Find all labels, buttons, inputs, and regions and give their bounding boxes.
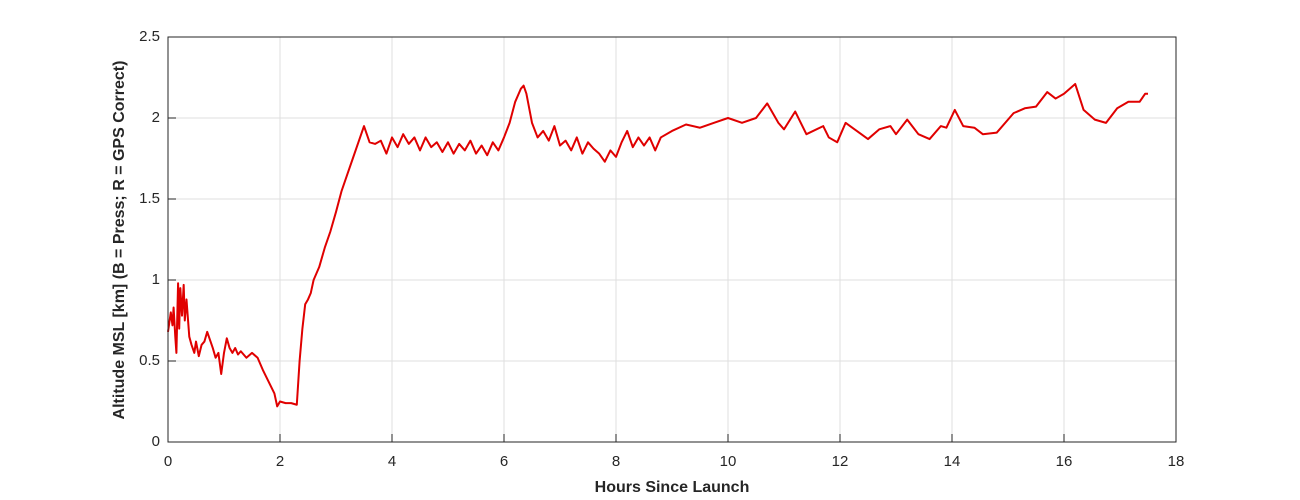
x-tick-label: 6 xyxy=(500,453,508,470)
x-tick-label: 10 xyxy=(720,453,737,470)
y-tick-label: 0 xyxy=(152,433,160,450)
data-line xyxy=(167,82,1148,408)
x-axis-label: Hours Since Launch xyxy=(595,479,750,496)
y-axis-label: Altitude MSL [km] (B = Press; R = GPS Co… xyxy=(111,61,128,420)
x-tick-label: 8 xyxy=(612,453,620,470)
y-tick-label: 0.5 xyxy=(139,352,160,369)
plot xyxy=(167,82,1148,408)
y-tick-label: 1.5 xyxy=(139,190,160,207)
x-tick-label: 18 xyxy=(1168,453,1185,470)
x-tick-label: 4 xyxy=(388,453,396,470)
x-tick-label: 12 xyxy=(832,453,849,470)
y-tick-label: 2.5 xyxy=(139,28,160,45)
plot-area xyxy=(168,37,1176,442)
x-tick-label: 14 xyxy=(944,453,961,470)
y-tick-label: 2 xyxy=(152,109,160,126)
x-tick-label: 2 xyxy=(276,453,284,470)
axes-box xyxy=(167,36,1177,443)
x-tick-label: 16 xyxy=(1056,453,1073,470)
x-tick-label: 0 xyxy=(164,453,172,470)
y-tick-label: 1 xyxy=(152,271,160,288)
